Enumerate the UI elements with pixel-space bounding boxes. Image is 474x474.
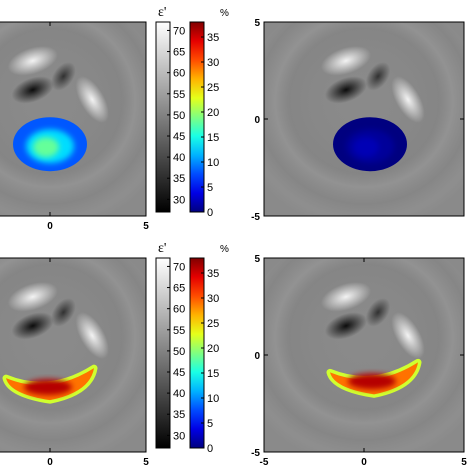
permittivity-colorbar-title: ε' [158,241,166,256]
permittivity-tick-label: 50 [173,110,185,122]
percent-tick-label: 0 [207,207,213,219]
y-tick-label: 0 [254,351,260,362]
overlay-peak [353,137,379,158]
y-tick-label: 0 [254,115,260,126]
panel-top-right: 5 0 -5 [251,18,465,223]
permittivity-tick-label: 35 [173,409,185,421]
x-tick-label: 0 [361,457,367,468]
overlay-peak [24,379,72,396]
overlay-peak [348,373,396,390]
dark-band [365,62,391,91]
permittivity-colorbar [155,257,171,449]
bright-crescent [391,312,425,359]
permittivity-tick-label: 60 [173,68,185,80]
x-tick-label: 0 [47,457,53,468]
overlay-peak [33,137,59,158]
permittivity-tick-label: 70 [173,261,185,273]
percent-tick-label: 20 [207,107,219,119]
y-tick-label: 5 [254,254,260,265]
dark-band [51,298,76,327]
permittivity-map [0,22,146,216]
permittivity-tick-label: 40 [173,388,185,400]
permittivity-tick-label: 40 [173,152,185,164]
dark-band [51,62,76,91]
permittivity-colorbar-title: ε' [158,5,166,20]
bright-lobe [320,282,372,312]
percent-tick-label: 30 [207,57,219,69]
percent-tick-label: 35 [207,268,219,280]
percent-tick-label: 25 [207,82,219,94]
panel-bottom-right: -5 0 5 5 0 -5 [251,254,467,468]
percent-tick-label: 0 [207,443,213,455]
dark-lobe [324,312,368,340]
percent-tick-label: 20 [207,343,219,355]
percent-tick-label: 10 [207,393,219,405]
dark-lobe [11,76,54,104]
percent-colorbar [189,257,205,449]
x-tick-label: 5 [143,457,149,468]
overlay-crescent [326,358,422,398]
permittivity-map [264,258,464,452]
permittivity-map [264,22,464,216]
x-tick-label: 0 [47,221,53,232]
percent-colorbar [189,21,205,213]
permittivity-colorbar [155,21,171,213]
bright-lobe [7,282,58,312]
overlay-blob [13,117,87,172]
y-tick-label: 5 [254,18,260,29]
bright-crescent [75,76,109,123]
permittivity-tick-label: 45 [173,131,185,143]
permittivity-tick-label: 55 [173,325,185,337]
x-tick-label: 5 [143,221,149,232]
permittivity-tick-label: 55 [173,89,185,101]
permittivity-tick-label: 35 [173,173,185,185]
percent-tick-label: 35 [207,32,219,44]
permittivity-tick-label: 50 [173,346,185,358]
bright-lobe [7,46,58,76]
dark-lobe [324,76,368,104]
permittivity-tick-label: 45 [173,367,185,379]
percent-colorbar-title: % [220,8,229,19]
percent-tick-label: 25 [207,318,219,330]
y-tick-label: -5 [251,212,260,223]
overlay-crescent [2,364,98,404]
percent-tick-label: 10 [207,157,219,169]
permittivity-tick-label: 60 [173,304,185,316]
permittivity-tick-label: 30 [173,194,185,206]
permittivity-map [0,258,146,452]
overlay-mid [330,362,418,395]
x-tick-label: -5 [260,457,269,468]
permittivity-tick-label: 65 [173,47,185,59]
percent-tick-label: 5 [207,182,213,194]
percent-tick-label: 15 [207,132,219,144]
y-tick-label: -5 [251,448,260,459]
permittivity-tick-label: 70 [173,25,185,37]
percent-colorbar-title: % [220,244,229,255]
permittivity-tick-label: 30 [173,430,185,442]
dark-lobe [11,312,54,340]
percent-tick-label: 15 [207,368,219,380]
bright-crescent [75,312,109,359]
percent-tick-label: 5 [207,418,213,430]
ring-texture [264,258,464,452]
permittivity-tick-label: 65 [173,283,185,295]
overlay-mid [6,368,94,401]
x-tick-label: 5 [461,457,467,468]
overlay-blob [333,117,407,172]
bright-crescent [391,76,425,123]
percent-tick-label: 30 [207,293,219,305]
dark-band [365,298,391,327]
bright-lobe [320,46,372,76]
